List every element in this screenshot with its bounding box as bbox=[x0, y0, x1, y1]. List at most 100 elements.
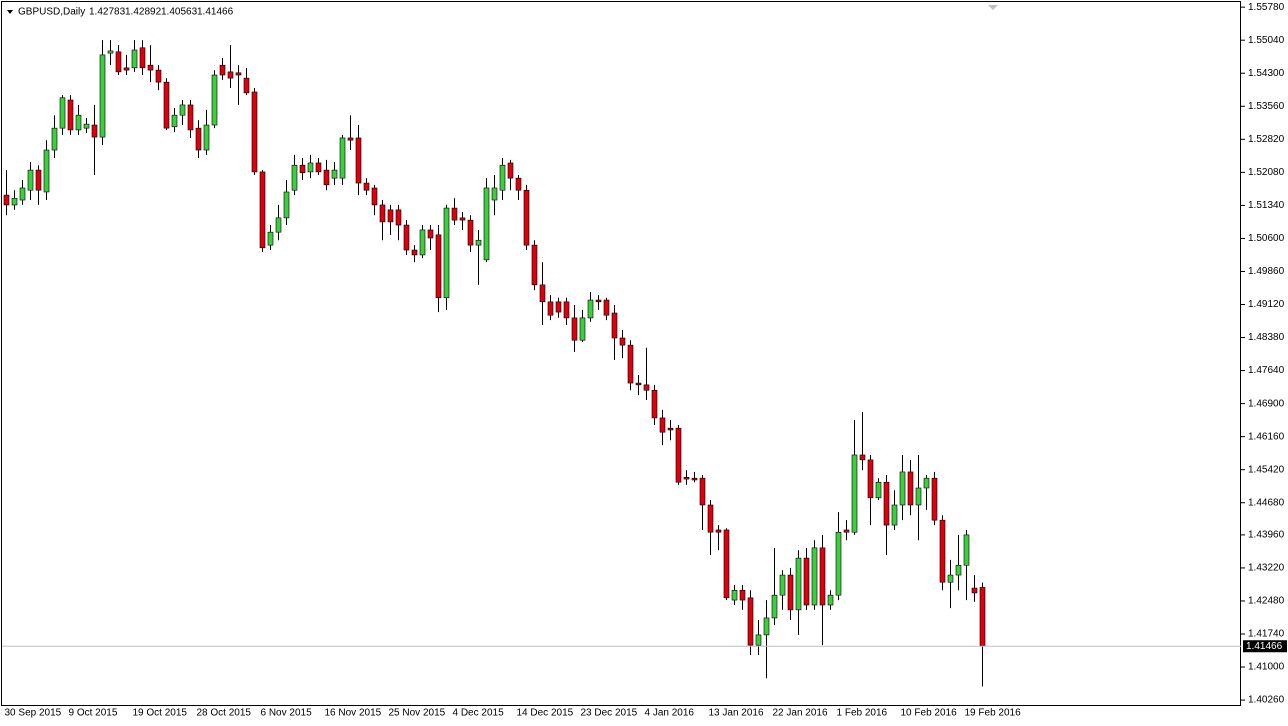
candle-body bbox=[827, 594, 834, 606]
candle-body bbox=[811, 547, 818, 606]
y-tick-label: 1.46900 bbox=[1248, 398, 1285, 409]
candle-body bbox=[299, 164, 306, 174]
y-tick-label: 1.55780 bbox=[1248, 2, 1285, 13]
candle-body bbox=[547, 301, 554, 316]
candle-body bbox=[859, 454, 866, 461]
candle-body bbox=[403, 224, 410, 251]
candle-body bbox=[99, 54, 106, 138]
candle-body bbox=[331, 169, 338, 179]
candle-body bbox=[563, 301, 570, 319]
plot-frame bbox=[1, 1, 1241, 706]
candle-body bbox=[723, 529, 730, 599]
x-tick-label: 4 Jan 2016 bbox=[645, 708, 695, 719]
candle-body bbox=[283, 191, 290, 219]
y-tick-label: 1.49120 bbox=[1248, 299, 1285, 310]
candle-body bbox=[59, 97, 66, 129]
candle-body bbox=[675, 427, 682, 483]
x-tick-label: 30 Sep 2015 bbox=[5, 708, 62, 719]
header-close: 1.41466 bbox=[197, 7, 234, 18]
candle-body bbox=[627, 344, 634, 384]
menu-arrow[interactable] bbox=[7, 10, 13, 14]
candle-body bbox=[211, 74, 218, 126]
candle-body bbox=[75, 114, 82, 131]
candle-body bbox=[315, 162, 322, 173]
candle-body bbox=[915, 487, 922, 506]
candle-body bbox=[531, 244, 538, 286]
candle-body bbox=[195, 127, 202, 151]
candle-body bbox=[11, 197, 18, 206]
candle-body bbox=[227, 71, 234, 79]
candle-body bbox=[435, 234, 442, 299]
x-tick-label: 10 Feb 2016 bbox=[901, 708, 958, 719]
price-tag bbox=[1243, 640, 1287, 653]
candle-body bbox=[187, 104, 194, 131]
y-tick-label: 1.51340 bbox=[1248, 200, 1285, 211]
candle-body bbox=[291, 164, 298, 191]
candle-body bbox=[603, 299, 610, 316]
candle-body bbox=[275, 217, 282, 233]
candle-body bbox=[659, 417, 666, 433]
candle-body bbox=[419, 229, 426, 256]
y-tick-label: 1.53560 bbox=[1248, 101, 1285, 112]
candle-body bbox=[347, 137, 354, 141]
candle-body bbox=[755, 634, 762, 646]
candle-body bbox=[691, 477, 698, 481]
x-tick-label: 23 Dec 2015 bbox=[581, 708, 638, 719]
candle-body bbox=[163, 81, 170, 129]
x-tick-label: 19 Feb 2016 bbox=[965, 708, 1022, 719]
y-tick-label: 1.41740 bbox=[1248, 629, 1285, 640]
candle-body bbox=[803, 557, 810, 606]
candle-body bbox=[619, 337, 626, 346]
y-tick-label: 1.55040 bbox=[1248, 35, 1285, 46]
y-tick-label: 1.46160 bbox=[1248, 431, 1285, 442]
candle-body bbox=[939, 519, 946, 583]
y-tick-label: 1.49860 bbox=[1248, 266, 1285, 277]
candle-body bbox=[835, 531, 842, 596]
header-high: 1.42892 bbox=[125, 7, 162, 18]
candle-body bbox=[91, 124, 98, 138]
y-tick-label: 1.43220 bbox=[1248, 563, 1285, 574]
candle-body bbox=[851, 454, 858, 533]
candle-body bbox=[555, 301, 562, 313]
x-tick-label: 16 Nov 2015 bbox=[325, 708, 382, 719]
candle-body bbox=[451, 207, 458, 221]
candle-body bbox=[491, 187, 498, 201]
candle-body bbox=[483, 187, 490, 261]
candle-body bbox=[171, 114, 178, 128]
candle-body bbox=[707, 504, 714, 533]
candle-body bbox=[979, 587, 986, 647]
candle-body bbox=[131, 49, 138, 69]
candle-body bbox=[635, 382, 642, 386]
candle-body bbox=[395, 209, 402, 226]
y-tick-label: 1.54300 bbox=[1248, 68, 1285, 79]
y-tick-label: 1.43960 bbox=[1248, 530, 1285, 541]
x-tick-label: 28 Oct 2015 bbox=[197, 708, 252, 719]
y-tick-label: 1.50600 bbox=[1248, 233, 1285, 244]
candle-body bbox=[499, 164, 506, 191]
x-tick-label: 6 Nov 2015 bbox=[261, 708, 313, 719]
candle-body bbox=[43, 149, 50, 193]
candle-body bbox=[259, 171, 266, 249]
candle-body bbox=[19, 187, 26, 201]
x-tick-label: 1 Feb 2016 bbox=[837, 708, 888, 719]
y-tick-label: 1.45420 bbox=[1248, 464, 1285, 475]
candle-body bbox=[587, 299, 594, 319]
x-tick-label: 4 Dec 2015 bbox=[453, 708, 505, 719]
candle-body bbox=[891, 504, 898, 526]
header-low: 1.40563 bbox=[161, 7, 198, 18]
candle-body bbox=[731, 589, 738, 601]
candle-body bbox=[643, 384, 650, 391]
header-open: 1.42783 bbox=[89, 7, 126, 18]
x-tick-label: 14 Dec 2015 bbox=[517, 708, 574, 719]
y-tick-label: 1.47640 bbox=[1248, 365, 1285, 376]
x-tick-label: 13 Jan 2016 bbox=[709, 708, 764, 719]
y-tick-label: 1.48380 bbox=[1248, 332, 1285, 343]
candle-body bbox=[27, 169, 34, 191]
candle-body bbox=[35, 169, 42, 191]
candle-body bbox=[155, 69, 162, 83]
candle-body bbox=[907, 471, 914, 506]
candle-body bbox=[763, 617, 770, 636]
candle-body bbox=[739, 589, 746, 601]
y-tick-label: 1.42480 bbox=[1248, 596, 1285, 607]
candle-body bbox=[371, 187, 378, 206]
